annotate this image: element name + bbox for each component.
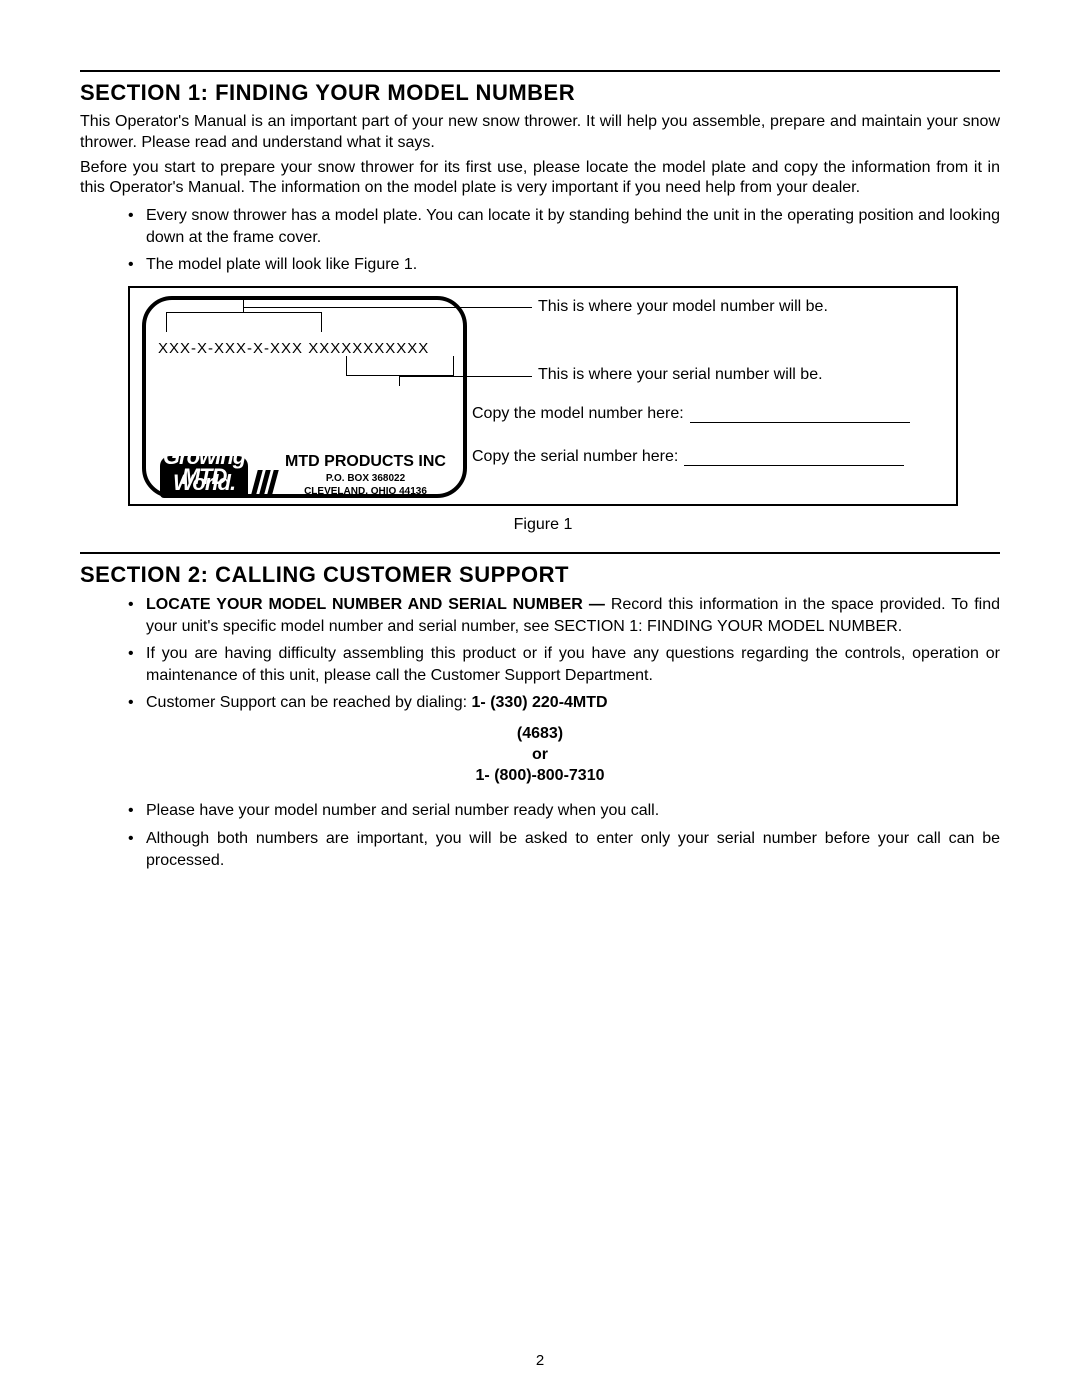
divider-top-1: [80, 70, 1000, 72]
model-number-placeholder: XXX-X-XXX-X-XXX XXXXXXXXXXX: [158, 340, 429, 357]
company-addr2: CLEVELAND, OHIO 44136: [285, 486, 446, 498]
serial-bracket-stem: [399, 376, 400, 386]
copy-model-line: [690, 409, 910, 423]
copy-model-label: Copy the model number here:: [472, 405, 684, 423]
section2-bullet-5: Although both numbers are important, you…: [128, 828, 1000, 871]
divider-top-2: [80, 552, 1000, 554]
company-name: MTD PRODUCTS INC: [285, 453, 446, 471]
mtd-logo: MTD For A Growing World.: [160, 456, 248, 498]
section1-para2: Before you start to prepare your snow th…: [80, 158, 1000, 200]
copy-serial-label: Copy the serial number here:: [472, 448, 678, 466]
model-bracket: [166, 312, 322, 332]
mtd-logo-tagline: For A Growing World.: [160, 418, 248, 496]
phone-block: (4683) or 1- (800)-800-7310: [80, 724, 1000, 786]
section2-b1-bold: LOCATE YOUR MODEL NUMBER AND SERIAL NUMB…: [146, 596, 611, 613]
phone-2: (4683): [80, 724, 1000, 745]
page-number: 2: [0, 1352, 1080, 1369]
copy-serial-line: [684, 452, 904, 466]
section2-bullet-1: LOCATE YOUR MODEL NUMBER AND SERIAL NUMB…: [128, 594, 1000, 637]
section1-para1: This Operator's Manual is an important p…: [80, 112, 1000, 154]
logo-stripes-icon: [254, 470, 275, 498]
figure-caption: Figure 1: [128, 516, 958, 534]
company-addr1: P.O. BOX 368022: [285, 473, 446, 485]
section2-bullets-2: Please have your model number and serial…: [128, 800, 1000, 871]
figure-box: XXX-X-XXX-X-XXX XXXXXXXXXXX This is wher…: [128, 286, 958, 506]
copy-model-row: Copy the model number here:: [472, 405, 910, 423]
callout-serial-text: This is where your serial number will be…: [538, 366, 823, 384]
copy-serial-row: Copy the serial number here:: [472, 448, 904, 466]
plate-company-block: MTD For A Growing World. MTD PRODUCTS IN…: [142, 453, 464, 498]
model-bracket-stem: [243, 300, 244, 312]
section2-bullets: LOCATE YOUR MODEL NUMBER AND SERIAL NUMB…: [128, 594, 1000, 714]
callout-line-serial: [400, 376, 532, 377]
phone-3: 1- (800)-800-7310: [80, 766, 1000, 787]
serial-bracket: [346, 356, 454, 376]
callout-model-text: This is where your model number will be.: [538, 298, 828, 316]
section1-bullet-1: Every snow thrower has a model plate. Yo…: [128, 205, 1000, 248]
callout-line-model: [244, 307, 532, 308]
section1-bullets: Every snow thrower has a model plate. Yo…: [128, 205, 1000, 276]
phone-or: or: [80, 745, 1000, 766]
section1-bullet-2: The model plate will look like Figure 1.: [128, 254, 1000, 276]
section2-b3-prefix: Customer Support can be reached by diali…: [146, 694, 472, 711]
section2-title: SECTION 2: CALLING CUSTOMER SUPPORT: [80, 562, 1000, 588]
section1-title: SECTION 1: FINDING YOUR MODEL NUMBER: [80, 80, 1000, 106]
section2-bullet-4: Please have your model number and serial…: [128, 800, 1000, 822]
phone-1: 1- (330) 220-4MTD: [472, 694, 608, 711]
section2-bullet-3: Customer Support can be reached by diali…: [128, 692, 1000, 714]
section2-bullet-2: If you are having difficulty assembling …: [128, 643, 1000, 686]
